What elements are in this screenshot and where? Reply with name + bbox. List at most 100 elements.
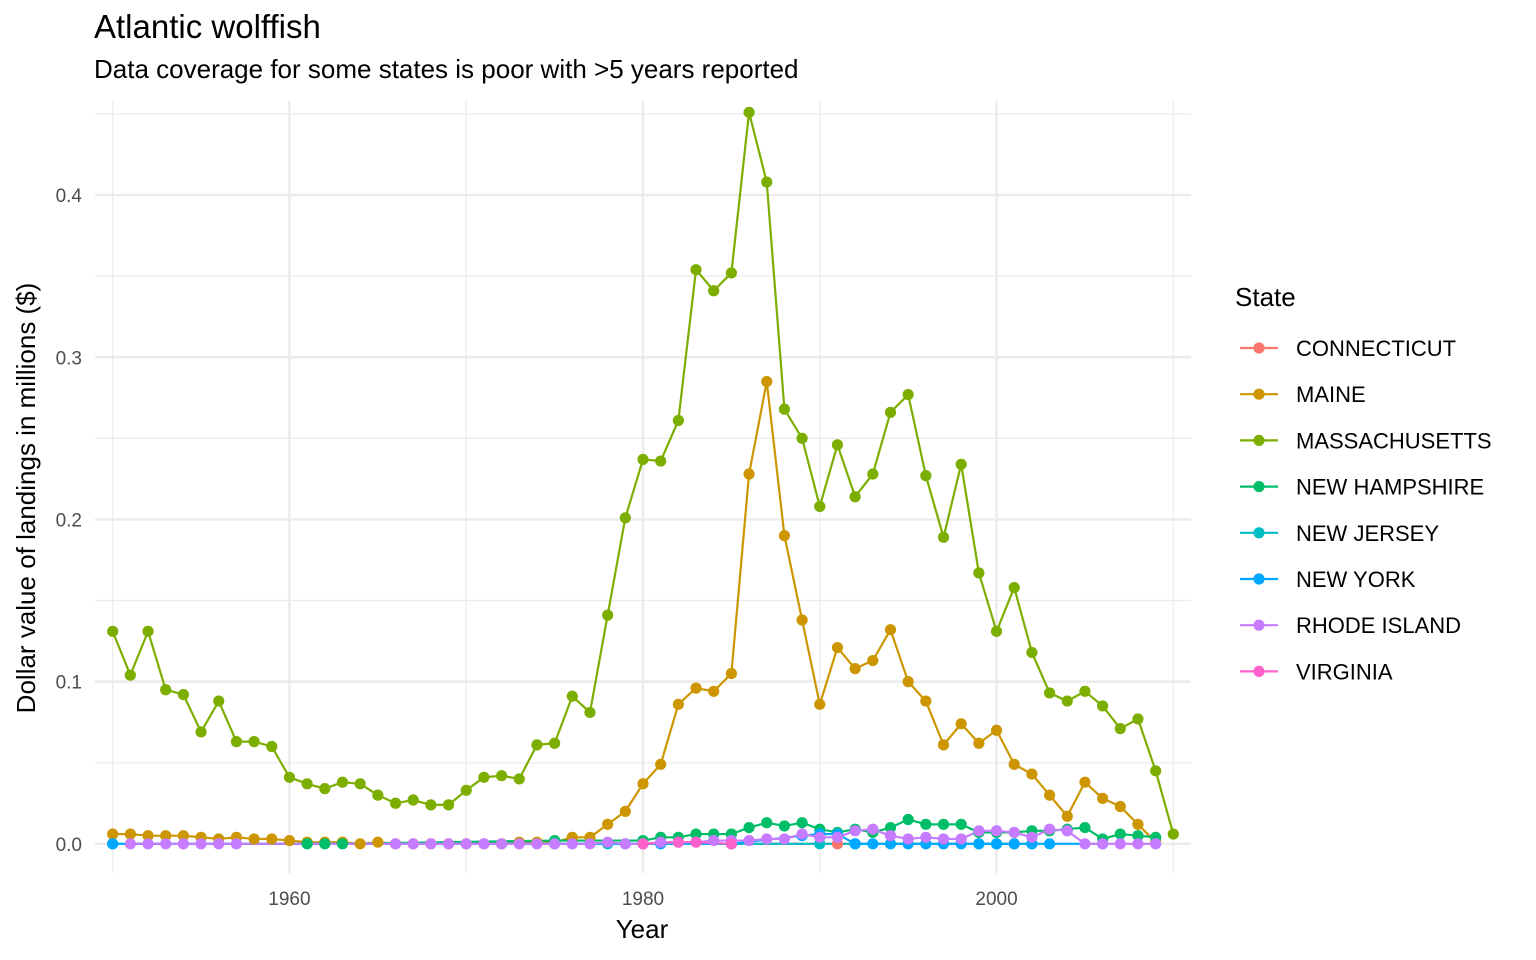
data-point-rhode-island [177, 838, 189, 850]
data-point-maine [867, 654, 879, 667]
legend-item: VIRGINIA [1240, 659, 1393, 684]
data-point-maine [902, 676, 914, 688]
data-point-massachusetts [902, 388, 914, 401]
legend-key-point [1253, 665, 1265, 678]
data-point-rhode-island [937, 833, 950, 845]
data-point-new-hampshire [1132, 830, 1144, 842]
data-point-rhode-island [867, 823, 879, 835]
data-point-massachusetts [831, 439, 844, 451]
data-point-maine [831, 641, 844, 654]
legend-title: State [1235, 282, 1296, 312]
data-point-maine [1061, 810, 1073, 822]
data-point-massachusetts [637, 453, 649, 466]
data-point-rhode-island [142, 838, 154, 850]
data-point-massachusetts [319, 783, 331, 795]
legend-key-point [1253, 527, 1265, 539]
data-point-massachusetts [602, 609, 614, 621]
data-point-rhode-island [407, 838, 419, 850]
data-point-rhode-island [920, 831, 932, 843]
legend-item: MAINE [1240, 382, 1366, 407]
data-point-rhode-island [566, 838, 578, 850]
data-point-massachusetts [336, 776, 349, 788]
y-axis-title: Dollar value of landings in millions ($) [11, 283, 41, 714]
data-point-new-york [973, 838, 985, 850]
data-point-maine [160, 830, 172, 842]
data-point-massachusetts [566, 690, 578, 702]
data-point-massachusetts [937, 531, 950, 543]
legend-label: RHODE ISLAND [1296, 613, 1461, 638]
data-point-massachusetts [761, 176, 773, 188]
data-point-rhode-island [602, 836, 614, 848]
data-point-massachusetts [301, 778, 313, 790]
data-point-massachusetts [796, 432, 808, 444]
legend-item: CONNECTICUT [1240, 336, 1456, 361]
data-point-maine [107, 828, 119, 840]
data-point-new-hampshire [301, 838, 313, 850]
data-point-new-hampshire [1079, 821, 1091, 834]
data-point-maine [690, 682, 702, 694]
data-point-rhode-island [195, 838, 207, 850]
data-point-massachusetts [619, 512, 631, 524]
data-point-new-york [867, 838, 879, 850]
data-point-rhode-island [796, 828, 808, 840]
y-tick-label: 0.1 [56, 673, 82, 694]
data-point-massachusetts [867, 468, 879, 480]
legend-key-point [1253, 481, 1265, 493]
data-point-massachusetts [425, 799, 437, 811]
legend-label: NEW HAMPSHIRE [1296, 475, 1484, 500]
data-point-massachusetts [372, 789, 384, 801]
x-tick-label: 2000 [975, 889, 1017, 910]
data-point-massachusetts [1026, 646, 1038, 659]
data-point-rhode-island [708, 834, 720, 847]
data-point-massachusetts [920, 470, 932, 482]
data-point-rhode-island [761, 833, 773, 845]
data-point-massachusetts [1097, 700, 1109, 712]
data-point-new-york [990, 838, 1003, 850]
data-point-rhode-island [1150, 838, 1162, 850]
data-point-rhode-island [425, 838, 437, 850]
data-point-massachusetts [655, 455, 667, 467]
data-point-rhode-island [531, 838, 543, 850]
data-point-rhode-island [902, 833, 914, 845]
data-point-new-york [1008, 838, 1020, 850]
data-point-massachusetts [248, 736, 260, 748]
legend-label: MASSACHUSETTS [1296, 428, 1492, 453]
data-point-rhode-island [230, 838, 243, 850]
data-point-maine [1132, 818, 1144, 830]
legend-key-point [1253, 619, 1265, 631]
data-point-new-hampshire [761, 817, 773, 829]
data-point-rhode-island [814, 831, 826, 843]
series-line-maine [112, 380, 1157, 845]
y-tick-label: 0.0 [56, 835, 82, 856]
data-point-maine [1114, 800, 1126, 813]
data-point-rhode-island [990, 825, 1003, 837]
legend-key-point [1253, 434, 1265, 446]
data-point-maine [266, 833, 278, 845]
data-point-massachusetts [266, 740, 278, 753]
data-point-new-york [884, 838, 897, 850]
legend-label: MAINE [1296, 382, 1366, 407]
legend-label: NEW JERSEY [1296, 521, 1439, 546]
data-point-maine [937, 739, 950, 751]
data-point-maine [778, 530, 791, 542]
data-point-massachusetts [1132, 713, 1144, 725]
data-point-rhode-island [973, 825, 985, 837]
data-point-rhode-island [478, 838, 490, 850]
y-tick-label: 0.3 [56, 348, 82, 369]
data-point-maine [814, 698, 826, 710]
data-point-rhode-island [584, 838, 596, 850]
grid-layer [95, 101, 1191, 873]
data-point-new-york [107, 838, 119, 850]
data-point-maine [142, 830, 154, 842]
data-point-maine [955, 718, 967, 730]
data-point-virginia [672, 836, 684, 848]
data-point-massachusetts [460, 784, 472, 796]
data-point-massachusetts [513, 773, 525, 785]
data-point-virginia [725, 838, 737, 850]
data-point-massachusetts [1079, 685, 1091, 697]
data-point-rhode-island [549, 838, 561, 850]
data-point-maine [655, 758, 667, 770]
data-point-maine [672, 698, 684, 710]
data-point-new-hampshire [336, 838, 349, 850]
data-point-maine [248, 833, 260, 845]
